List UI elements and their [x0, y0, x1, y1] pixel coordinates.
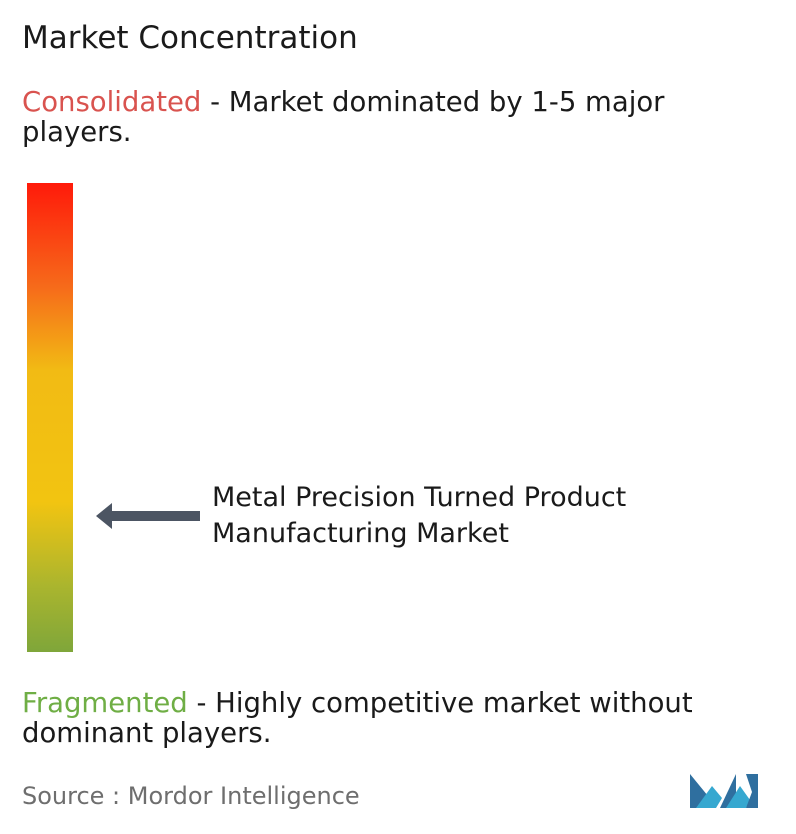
arrow-head	[96, 503, 112, 529]
market-position-arrow	[96, 503, 200, 529]
arrow-shaft	[110, 511, 200, 521]
fragmented-keyword: Fragmented	[22, 687, 188, 719]
market-label: Metal Precision Turned Product Manufactu…	[212, 481, 627, 549]
fragmented-description: Fragmented - Highly competitive market w…	[22, 688, 782, 748]
source-credit: Source : Mordor Intelligence	[22, 782, 360, 810]
mordor-intelligence-logo-icon	[690, 774, 758, 808]
fragmented-text: - Highly competitive market without domi…	[22, 687, 693, 749]
consolidated-text: - Market dominated by 1-5 major players.	[22, 86, 665, 148]
concentration-scale-bar	[27, 183, 73, 652]
chart-title: Market Concentration	[22, 20, 358, 56]
consolidated-description: Consolidated - Market dominated by 1-5 m…	[22, 87, 782, 147]
consolidated-keyword: Consolidated	[22, 86, 202, 118]
